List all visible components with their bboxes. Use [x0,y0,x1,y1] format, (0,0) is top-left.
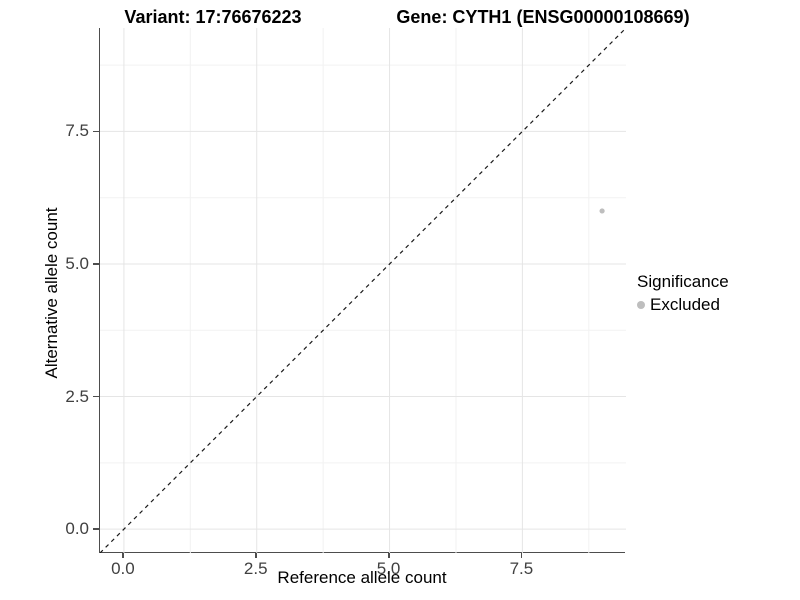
legend: Significance Excluded [637,272,729,315]
data-point [599,208,605,214]
plot-panel [99,28,626,553]
y-tick-label: 7.5 [65,121,89,141]
x-tick-label: 5.0 [376,559,401,578]
y-tick-mark [93,130,99,133]
legend-entry-label: Excluded [650,295,720,314]
legend-point-icon [637,301,645,309]
identity-dashed-line [100,28,626,553]
variant-title: Variant: 17:76676223 [124,7,302,27]
y-axis-title: Alternative allele count [42,207,61,379]
x-tick-label: 2.5 [243,559,268,578]
gene-title: Gene: CYTH1 (ENSG00000108669) [396,7,690,27]
x-tick-mark [388,553,390,558]
y-tick-mark [93,395,99,398]
x-axis-title: Reference allele count [277,568,447,587]
x-tick-mark [520,553,523,558]
y-tick-mark [93,263,99,265]
y-tick-label: 2.5 [65,386,89,406]
y-tick-mark [93,528,99,530]
x-tick-mark [255,553,257,558]
plot-canvas [100,28,626,553]
x-tick-label: 7.5 [509,559,534,578]
x-tick-label: 0.0 [111,559,135,578]
legend-title: Significance [637,272,729,291]
legend-entry-excluded: Excluded [637,295,729,315]
y-tick-label: 0.0 [65,519,89,539]
y-tick-label: 5.0 [65,253,89,273]
x-tick-mark [122,553,124,558]
